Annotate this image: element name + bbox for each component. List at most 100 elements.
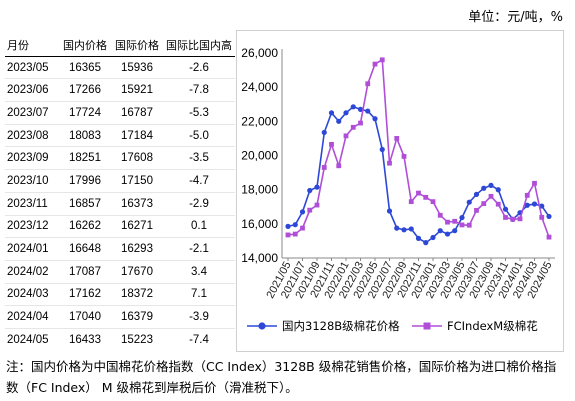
cell-difference: 0.1 [163,214,235,238]
data-point [350,104,356,110]
data-point [401,153,407,159]
cell-month: 2024/03 [5,282,59,306]
data-point [474,207,479,213]
data-point [466,222,472,228]
cell-international-price: 15936 [121,61,153,74]
series-1 [285,104,552,246]
cell-month: 2024/04 [5,305,59,329]
cell-difference: -7.8 [163,78,235,102]
cell-international-price: 17184 [111,123,163,147]
data-point [321,165,327,170]
cell-domestic-price: 17162 [59,282,111,306]
cell-month: 2023/07 [5,101,59,125]
data-point [365,108,371,114]
cell-domestic-price: 17087 [59,259,111,284]
data-point [292,222,298,228]
y-tick-label: 24,000 [241,80,278,94]
table-row: 2023/07 17724 16787 -5.3 [5,101,235,125]
data-point [502,206,509,212]
cell-international-price: 15921 [111,78,163,102]
data-point [321,129,327,136]
data-point [524,192,530,198]
data-point [343,133,349,139]
data-point [387,160,392,166]
data-point [394,136,400,141]
cell-domestic-price: 18083 [59,123,111,147]
table-row: 2023/11 16857 16373 -2.9 [5,191,235,215]
cell-domestic-price: 16365 [69,61,101,74]
data-point [336,163,342,169]
series-line [287,58,550,238]
data-point [481,201,487,207]
data-point [379,57,385,63]
data-point [372,116,378,122]
table-row: 2024/05 16433 15223 -7.4 [5,327,235,351]
header-international-price: 国际价格 [115,38,159,52]
data-point [299,209,306,215]
data-point [423,240,429,246]
data-point [423,194,429,200]
cell-domestic-price: 17996 [59,169,111,193]
data-point [466,199,472,205]
cell-domestic-price: 17724 [59,101,111,125]
y-tick-label: 20,000 [241,149,278,163]
legend-label: 国内3128B级棉花价格 [282,319,400,333]
cell-international-price: 18372 [111,282,163,306]
data-point [401,227,407,233]
cell-domestic-price: 17266 [59,78,111,102]
cell-month: 2023/12 [5,214,59,238]
data-point [445,219,450,225]
cell-international-price: 17670 [111,259,163,284]
y-tick-label: 22,000 [241,114,278,128]
data-point [488,182,494,188]
chart-canvas: 14,000 16,000 18,000 20,000 22,000 24,000 26,0… [241,46,555,333]
cell-difference: -2.9 [163,191,235,215]
data-point [503,215,508,220]
data-point [285,232,291,238]
data-point [437,228,443,234]
data-point [459,222,465,228]
cell-difference: -4.7 [163,169,235,193]
data-point [452,228,458,234]
table-row: 2023/08 18083 17184 -5.0 [5,123,235,147]
data-point [531,201,538,207]
data-point [408,199,414,205]
data-point [495,201,501,207]
data-point [517,216,523,222]
data-point [307,187,313,194]
cell-international-price: 16271 [111,214,163,238]
cell-difference: -2.6 [189,61,209,74]
data-point [546,213,552,220]
legend-marker [423,322,431,330]
data-point [285,223,291,229]
cell-domestic-price: 16857 [59,191,111,215]
cell-difference: -2.1 [163,237,235,261]
data-point [437,212,443,218]
legend-label: FCIndexM级棉花 [447,319,538,333]
cell-domestic-price: 17040 [59,305,111,329]
data-point [314,184,320,190]
table-row: 2024/02 17087 17670 3.4 [5,259,235,284]
data-point [386,208,393,214]
series-2 [285,57,552,240]
cell-international-price: 16787 [111,101,163,125]
data-point [394,225,400,231]
price-chart: 14,000 16,000 18,000 20,000 22,000 24,000 26,0… [236,30,564,352]
table-header-row: 月份 国内价格 国际价格 国际比国内高 [5,34,235,57]
data-point [532,180,537,186]
table-row: 2023/12 16262 16271 0.1 [5,214,235,238]
data-point [473,191,480,197]
cell-international-price: 16373 [111,191,163,215]
legend-item-1: 国内3128B级棉花价格 [247,319,400,333]
data-point [416,190,421,196]
y-tick-label: 16,000 [241,217,278,231]
cell-month: 2023/06 [5,78,59,102]
data-point [358,120,363,126]
price-table: 月份 国内价格 国际价格 国际比国内高 2023/05 16365 15936 -2.… [5,34,235,351]
data-point [365,81,371,87]
table-row: 2023/09 18251 17608 -3.5 [5,146,235,170]
data-point [539,214,545,220]
cell-month: 2023/05 [7,61,49,74]
y-tick-label: 26,000 [241,46,278,60]
y-tick-label: 18,000 [241,183,278,197]
